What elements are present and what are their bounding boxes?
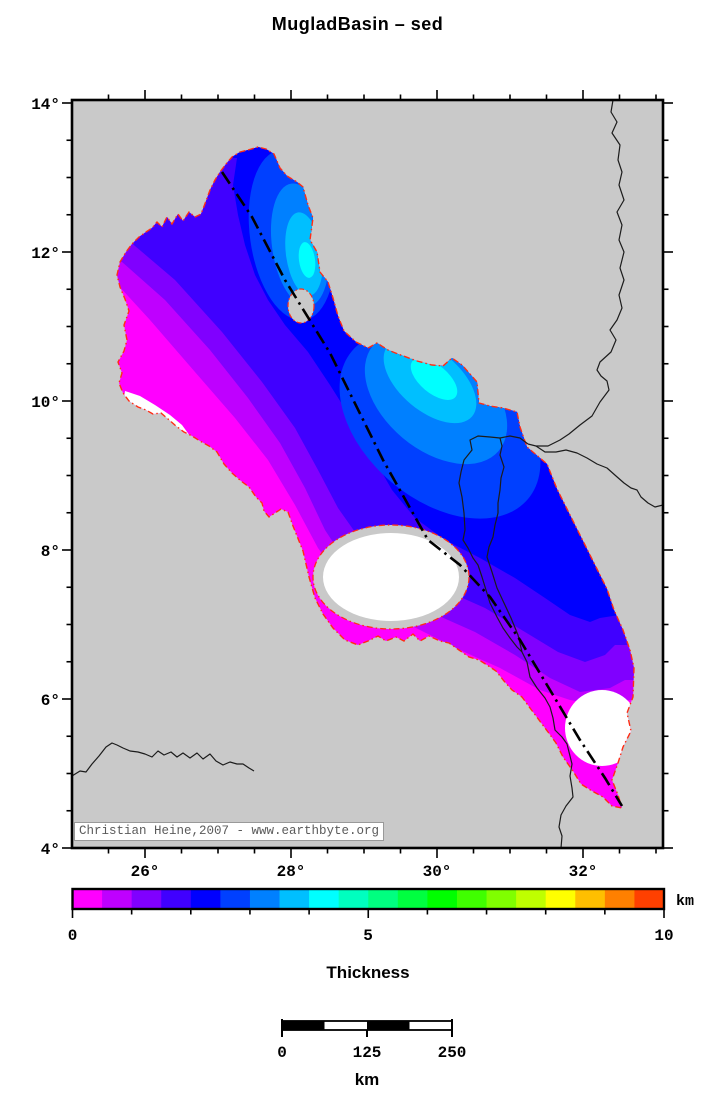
swatch-5 [220, 889, 251, 909]
x-axis-label-26: 26° [131, 863, 160, 880]
scalebar-segments [282, 1021, 452, 1030]
colorbar-swatches [72, 889, 665, 909]
colorbar-label-0: 0 [68, 927, 78, 945]
river-east-branch [535, 445, 663, 508]
scalebar-ticks [281, 1019, 453, 1037]
colorbar-title: Thickness [326, 963, 410, 982]
scalebar-segment-3 [409, 1021, 452, 1030]
swatch-6 [249, 889, 281, 909]
swatch-14 [486, 889, 517, 909]
y-axis-label-4: 4° [41, 841, 60, 859]
river-south [521, 651, 574, 848]
y-axis-label-14: 14° [31, 96, 60, 114]
river-basin-east [486, 437, 523, 653]
band-4-4.5km-central [410, 358, 458, 400]
rivers [72, 100, 663, 848]
y-axis-label-12: 12° [31, 245, 60, 263]
y-axis-label-6: 6° [41, 692, 60, 710]
swatch-10 [368, 889, 399, 909]
scalebar-segment-2 [367, 1021, 410, 1030]
swatch-1 [102, 889, 133, 909]
scalebar-segment-1 [324, 1021, 367, 1030]
swatch-16 [545, 889, 576, 909]
nodata-central-ellipse [323, 533, 459, 621]
distance-scalebar: 0 125 250 km [277, 1019, 467, 1089]
colorbar: 0 5 10 km [68, 887, 694, 945]
swatch-8 [309, 889, 340, 909]
basin-outline [116, 146, 635, 809]
river-basin-west [458, 435, 529, 653]
x-axis-label-28: 28° [277, 863, 306, 880]
page-title: MugladBasin – sed [271, 14, 444, 34]
colorbar-label-5: 5 [363, 927, 373, 945]
scalebar-segment-0 [282, 1021, 325, 1030]
map-frame [70, 98, 665, 850]
scalebar-label-250: 250 [438, 1044, 467, 1062]
band-4-4.5km-north [298, 242, 316, 278]
swatch-2 [131, 889, 162, 909]
colorbar-frame [71, 887, 666, 911]
x-axis-label-32: 32° [569, 863, 598, 880]
scalebar-unit: km [355, 1070, 380, 1089]
swatch-18 [604, 889, 635, 909]
scalebar-label-125: 125 [353, 1044, 382, 1062]
swatch-19 [634, 889, 665, 909]
colorbar-unit: km [676, 893, 694, 910]
swatch-12 [427, 889, 458, 909]
cross-section-line [220, 171, 624, 807]
attribution: Christian Heine,2007 - www.earthbyte.org [74, 822, 385, 841]
swatch-0 [72, 889, 103, 909]
swatch-15 [516, 889, 547, 909]
map-background [72, 100, 663, 848]
x-axis-label-30: 30° [423, 863, 452, 880]
swatch-17 [575, 889, 606, 909]
y-axis-label-8: 8° [41, 543, 60, 561]
swatch-9 [338, 889, 369, 909]
colorbar-ticks [71, 909, 665, 918]
river-nile-north [527, 100, 625, 447]
y-axis-label-10: 10° [31, 394, 60, 412]
swatch-3 [161, 889, 192, 909]
river-southwest [72, 742, 255, 777]
map-canvas: 14° 12° 10° 8° 6° 4° 26° 28° 30° 32° [31, 90, 673, 880]
swatch-4 [190, 889, 221, 909]
scalebar-label-0: 0 [277, 1044, 287, 1062]
swatch-7 [279, 889, 310, 909]
colorbar-label-10: 10 [654, 927, 673, 945]
swatch-13 [456, 889, 488, 909]
small-hole [287, 288, 315, 324]
swatch-11 [397, 889, 428, 909]
